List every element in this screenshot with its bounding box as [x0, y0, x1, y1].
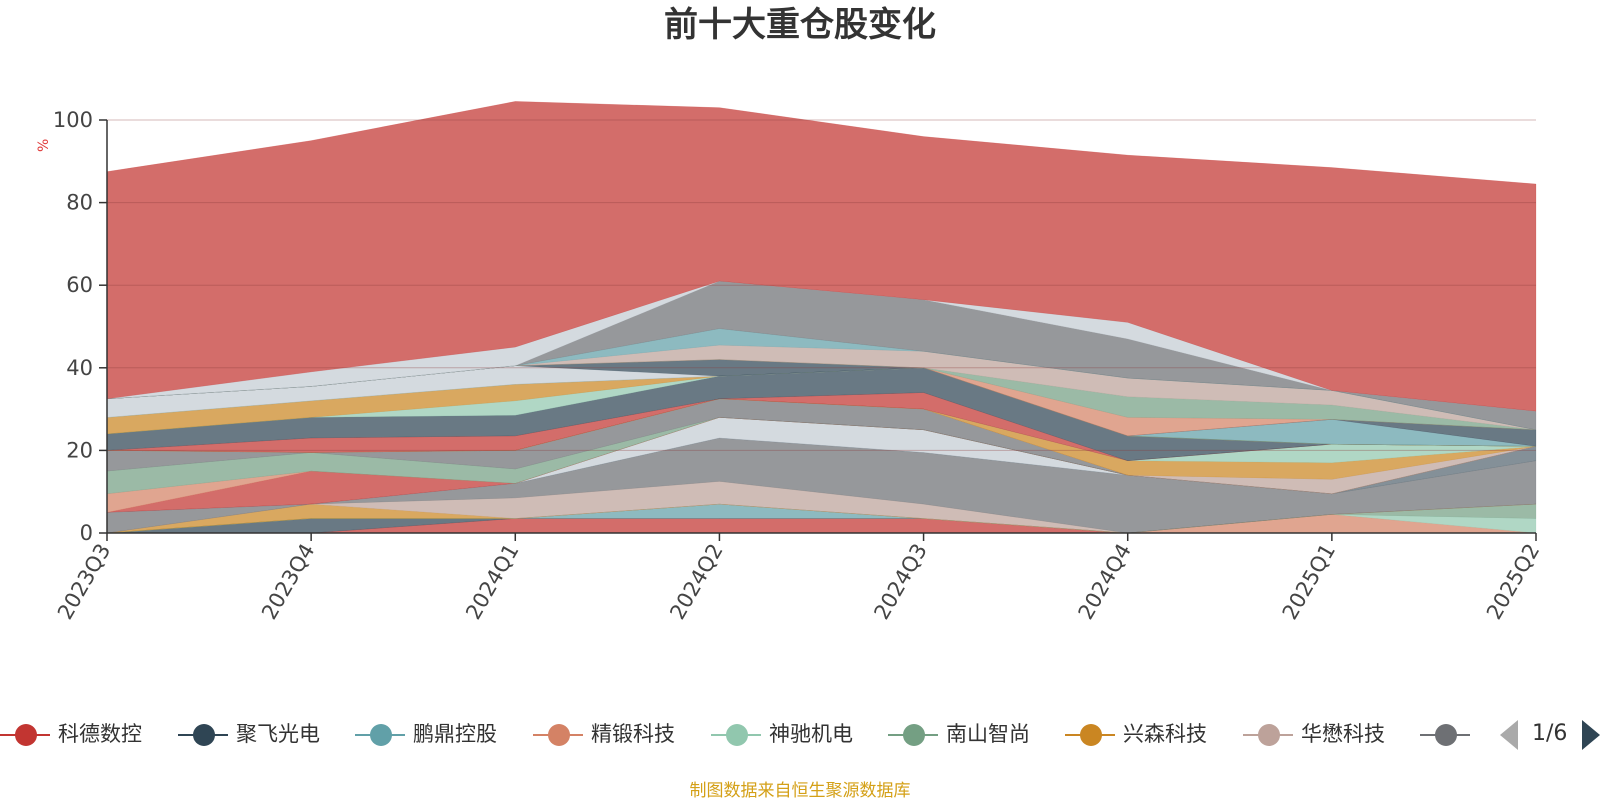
legend-label: 南山智尚	[946, 722, 1030, 746]
x-tick-label: 2025Q2	[1482, 540, 1544, 624]
x-tick-label: 2024Q2	[665, 540, 727, 624]
area-series-19[interactable]	[106, 367, 1537, 461]
y-tick-label: 40	[66, 356, 93, 380]
data-source-note: 制图数据来自恒生聚源数据库	[689, 781, 911, 801]
legend-label: 科德数控	[58, 722, 142, 746]
x-tick-label: 2024Q1	[461, 540, 523, 624]
legend-circle-icon	[726, 724, 748, 746]
x-tick-label: 2023Q3	[53, 540, 115, 624]
legend-circle-icon	[903, 724, 925, 746]
legend-next-page-icon[interactable]	[1582, 720, 1600, 750]
legend-pager: 1/6	[1500, 718, 1600, 754]
legend-label: 兴森科技	[1123, 722, 1207, 746]
y-tick-label: 100	[53, 108, 93, 132]
legend-item[interactable]: 精锻科技	[533, 710, 709, 760]
legend-prev-page-icon[interactable]	[1500, 720, 1518, 750]
legend-item[interactable]: 神驰机电	[711, 710, 887, 760]
area-series-31[interactable]	[106, 101, 1537, 412]
legend-item[interactable]: 兴森科技	[1065, 710, 1241, 760]
legend-label: 神驰机电	[769, 722, 853, 746]
legend-circle-icon	[1435, 724, 1457, 746]
y-tick-label: 0	[80, 521, 93, 545]
legend-circle-icon	[193, 724, 215, 746]
x-tick-label: 2024Q4	[1074, 540, 1136, 624]
legend-item[interactable]: 南山智尚	[888, 710, 1064, 760]
legend-circle-icon	[15, 724, 37, 746]
legend-item[interactable]: 科德数控	[0, 710, 176, 760]
y-tick-label: 60	[66, 273, 93, 297]
legend-circle-icon	[1080, 724, 1102, 746]
area-series-2[interactable]	[106, 503, 1536, 534]
legend-label: 精锻科技	[591, 722, 675, 746]
x-tick-label: 2023Q4	[257, 540, 319, 624]
x-tick-label: 2025Q1	[1278, 540, 1340, 624]
area-series-9[interactable]	[106, 437, 1537, 513]
x-tick-label: 2024Q3	[869, 540, 931, 624]
y-tick-label: 80	[66, 191, 93, 215]
legend-circle-icon	[370, 724, 392, 746]
chart-title: 前十大重仓股变化	[664, 5, 936, 45]
legend-item[interactable]: 鹏鼎控股	[355, 710, 531, 760]
legend-item[interactable]: 华懋科技	[1243, 710, 1419, 760]
y-tick-label: 20	[66, 438, 93, 462]
legend-item[interactable]: 聚飞光电	[178, 710, 354, 760]
legend-page-indicator: 1/6	[1532, 721, 1568, 746]
legend-label: 鹏鼎控股	[413, 722, 497, 746]
legend-label: 聚飞光电	[236, 722, 320, 746]
legend: 科德数控 聚飞光电 鹏鼎控股 精锻科技 神驰机电 南山智尚 兴森科技 华懋科技	[0, 710, 1490, 760]
legend-circle-icon	[548, 724, 570, 746]
stacked-area-chart: 0 20 40 60 80 100 2023Q3 2023Q4 2024Q1 2024Q2 2024…	[53, 101, 1544, 624]
area-series-21[interactable]	[106, 367, 1537, 447]
legend-label: 华懋科技	[1301, 722, 1385, 746]
legend-circle-icon	[1258, 724, 1280, 746]
legend-item[interactable]	[1420, 710, 1490, 760]
